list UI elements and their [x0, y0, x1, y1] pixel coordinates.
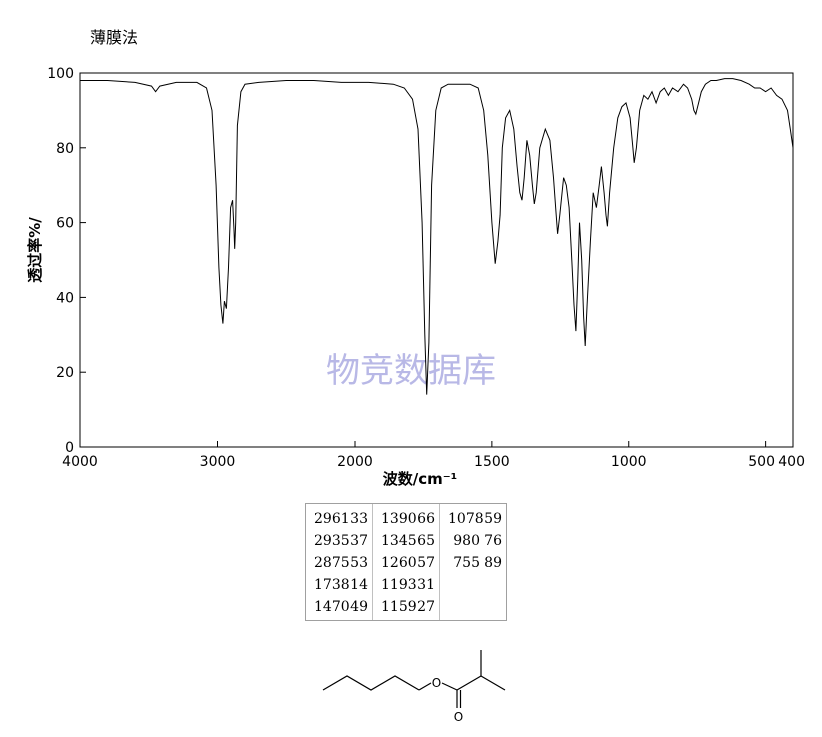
- peak-wavenumber: 980: [453, 533, 480, 549]
- peak-table-row: 2875 53: [310, 552, 368, 574]
- peak-transmittance: 33: [350, 511, 368, 527]
- peak-table-row: 1159 27: [377, 596, 435, 618]
- pentyl-chain: [322, 675, 420, 691]
- peak-transmittance: 37: [350, 533, 368, 549]
- x-tick-label: 500: [748, 454, 775, 470]
- y-tick-label: 20: [56, 365, 74, 381]
- isopropyl-bond: [456, 675, 482, 691]
- peak-wavenumber: 1193: [381, 577, 417, 593]
- x-tick-label: 2000: [337, 454, 373, 470]
- y-tick-label: 100: [47, 66, 74, 82]
- peak-wavenumber: 1738: [314, 577, 350, 593]
- peak-table-row: 2935 37: [310, 530, 368, 552]
- peak-table-row: 1390 66: [377, 508, 435, 530]
- molecular-structure: O O: [322, 650, 506, 724]
- carbonyl-oxygen-label: O: [454, 710, 463, 724]
- peak-table: 2961 33 2935 37 2875 53 1738 14 1470 49 1390 66 1345…: [305, 503, 507, 621]
- peak-wavenumber: 1345: [381, 533, 417, 549]
- peak-table-column: 1078 59 980 76 755 89: [440, 504, 506, 620]
- y-tick-label: 80: [56, 141, 74, 157]
- peak-transmittance: 49: [350, 599, 368, 615]
- peak-wavenumber: 2935: [314, 533, 350, 549]
- peak-wavenumber: 1390: [381, 511, 417, 527]
- peak-wavenumber: 1470: [314, 599, 350, 615]
- watermark-text: 物竞数据库: [326, 351, 496, 391]
- ir-spectrum-chart: 4000 3000 2000 1500 1000 500 400 020406080100 …: [26, 66, 805, 488]
- methyl-right-bond: [480, 675, 506, 691]
- x-axis-label: 波数/cm⁻¹: [383, 470, 458, 488]
- y-tick-label: 60: [56, 216, 74, 232]
- x-tick-label: 4000: [62, 454, 98, 470]
- peak-transmittance: 27: [417, 599, 435, 615]
- x-axis-ticks: 4000 3000 2000 1500 1000 500 400: [62, 441, 805, 470]
- x-tick-label: 1500: [474, 454, 510, 470]
- y-axis-ticks: 0 20 40 60 80 100: [47, 66, 86, 456]
- peak-table-row: 1078 59: [444, 508, 502, 530]
- y-tick-label: 40: [56, 290, 74, 306]
- peak-transmittance: 66: [417, 511, 435, 527]
- peak-table-row: 2961 33: [310, 508, 368, 530]
- y-tick-label: 0: [65, 440, 74, 456]
- peak-transmittance: 53: [350, 555, 368, 571]
- peak-transmittance: 89: [484, 555, 502, 571]
- ester-bond-c-o: [418, 682, 432, 691]
- peak-table-row: 1260 57: [377, 552, 435, 574]
- peak-table-column: 1390 66 1345 65 1260 57 1193 31 1159 27: [373, 504, 440, 620]
- sampling-method-label: 薄膜法: [90, 28, 139, 47]
- peak-table-row: 1738 14: [310, 574, 368, 596]
- peak-wavenumber: 2961: [314, 511, 350, 527]
- plot-frame: [79, 72, 794, 448]
- peak-table-column: 2961 33 2935 37 2875 53 1738 14 1470 49: [306, 504, 373, 620]
- peak-table-row: 1193 31: [377, 574, 435, 596]
- peak-table-row: 980 76: [444, 530, 502, 552]
- peak-table-row: 1345 65: [377, 530, 435, 552]
- y-axis-label: 透过率%/: [26, 217, 44, 283]
- peak-wavenumber: 1159: [381, 599, 417, 615]
- peak-table-row: 755 89: [444, 552, 502, 574]
- peak-transmittance: 76: [484, 533, 502, 549]
- peak-wavenumber: 755: [453, 555, 480, 571]
- x-tick-label: 1000: [611, 454, 647, 470]
- peak-table-row: 1470 49: [310, 596, 368, 618]
- ester-oxygen-label: O: [432, 676, 441, 690]
- peak-wavenumber: 1260: [381, 555, 417, 571]
- ester-bond-o-c: [441, 682, 458, 691]
- peak-wavenumber: 1078: [448, 511, 484, 527]
- peak-transmittance: 65: [417, 533, 435, 549]
- peak-transmittance: 31: [417, 577, 435, 593]
- peak-transmittance: 59: [484, 511, 502, 527]
- x-tick-label: 3000: [200, 454, 236, 470]
- spectrum-line: [80, 78, 794, 395]
- peak-wavenumber: 2875: [314, 555, 350, 571]
- peak-transmittance: 57: [417, 555, 435, 571]
- peak-transmittance: 14: [350, 577, 368, 593]
- x-tick-label: 400: [778, 454, 805, 470]
